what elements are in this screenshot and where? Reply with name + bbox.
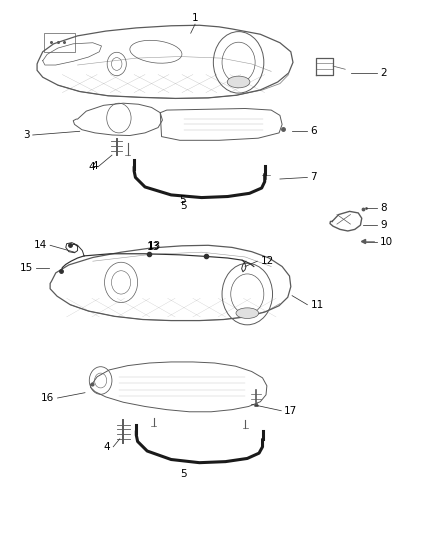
Text: 16: 16 [41,393,54,403]
Ellipse shape [227,76,250,88]
Text: 7: 7 [311,172,317,182]
Text: 13: 13 [148,240,161,251]
Text: 4: 4 [103,442,110,452]
Text: 14: 14 [34,240,47,251]
Ellipse shape [236,308,258,318]
Text: 4: 4 [92,161,98,171]
Text: 10: 10 [380,237,393,247]
Text: 2: 2 [380,68,387,78]
Text: 5: 5 [180,201,187,211]
Text: 5: 5 [180,469,187,479]
Text: 8: 8 [380,203,387,213]
Text: 12: 12 [260,256,274,266]
Text: 11: 11 [311,300,324,310]
Text: 9: 9 [380,220,387,230]
Text: 6: 6 [311,126,317,136]
Text: 15: 15 [19,263,33,272]
Text: 3: 3 [23,130,30,140]
Text: 17: 17 [284,406,297,416]
Text: 4: 4 [88,162,95,172]
Text: 1: 1 [192,13,198,22]
Text: 13: 13 [147,241,160,252]
Text: 5: 5 [179,195,185,205]
